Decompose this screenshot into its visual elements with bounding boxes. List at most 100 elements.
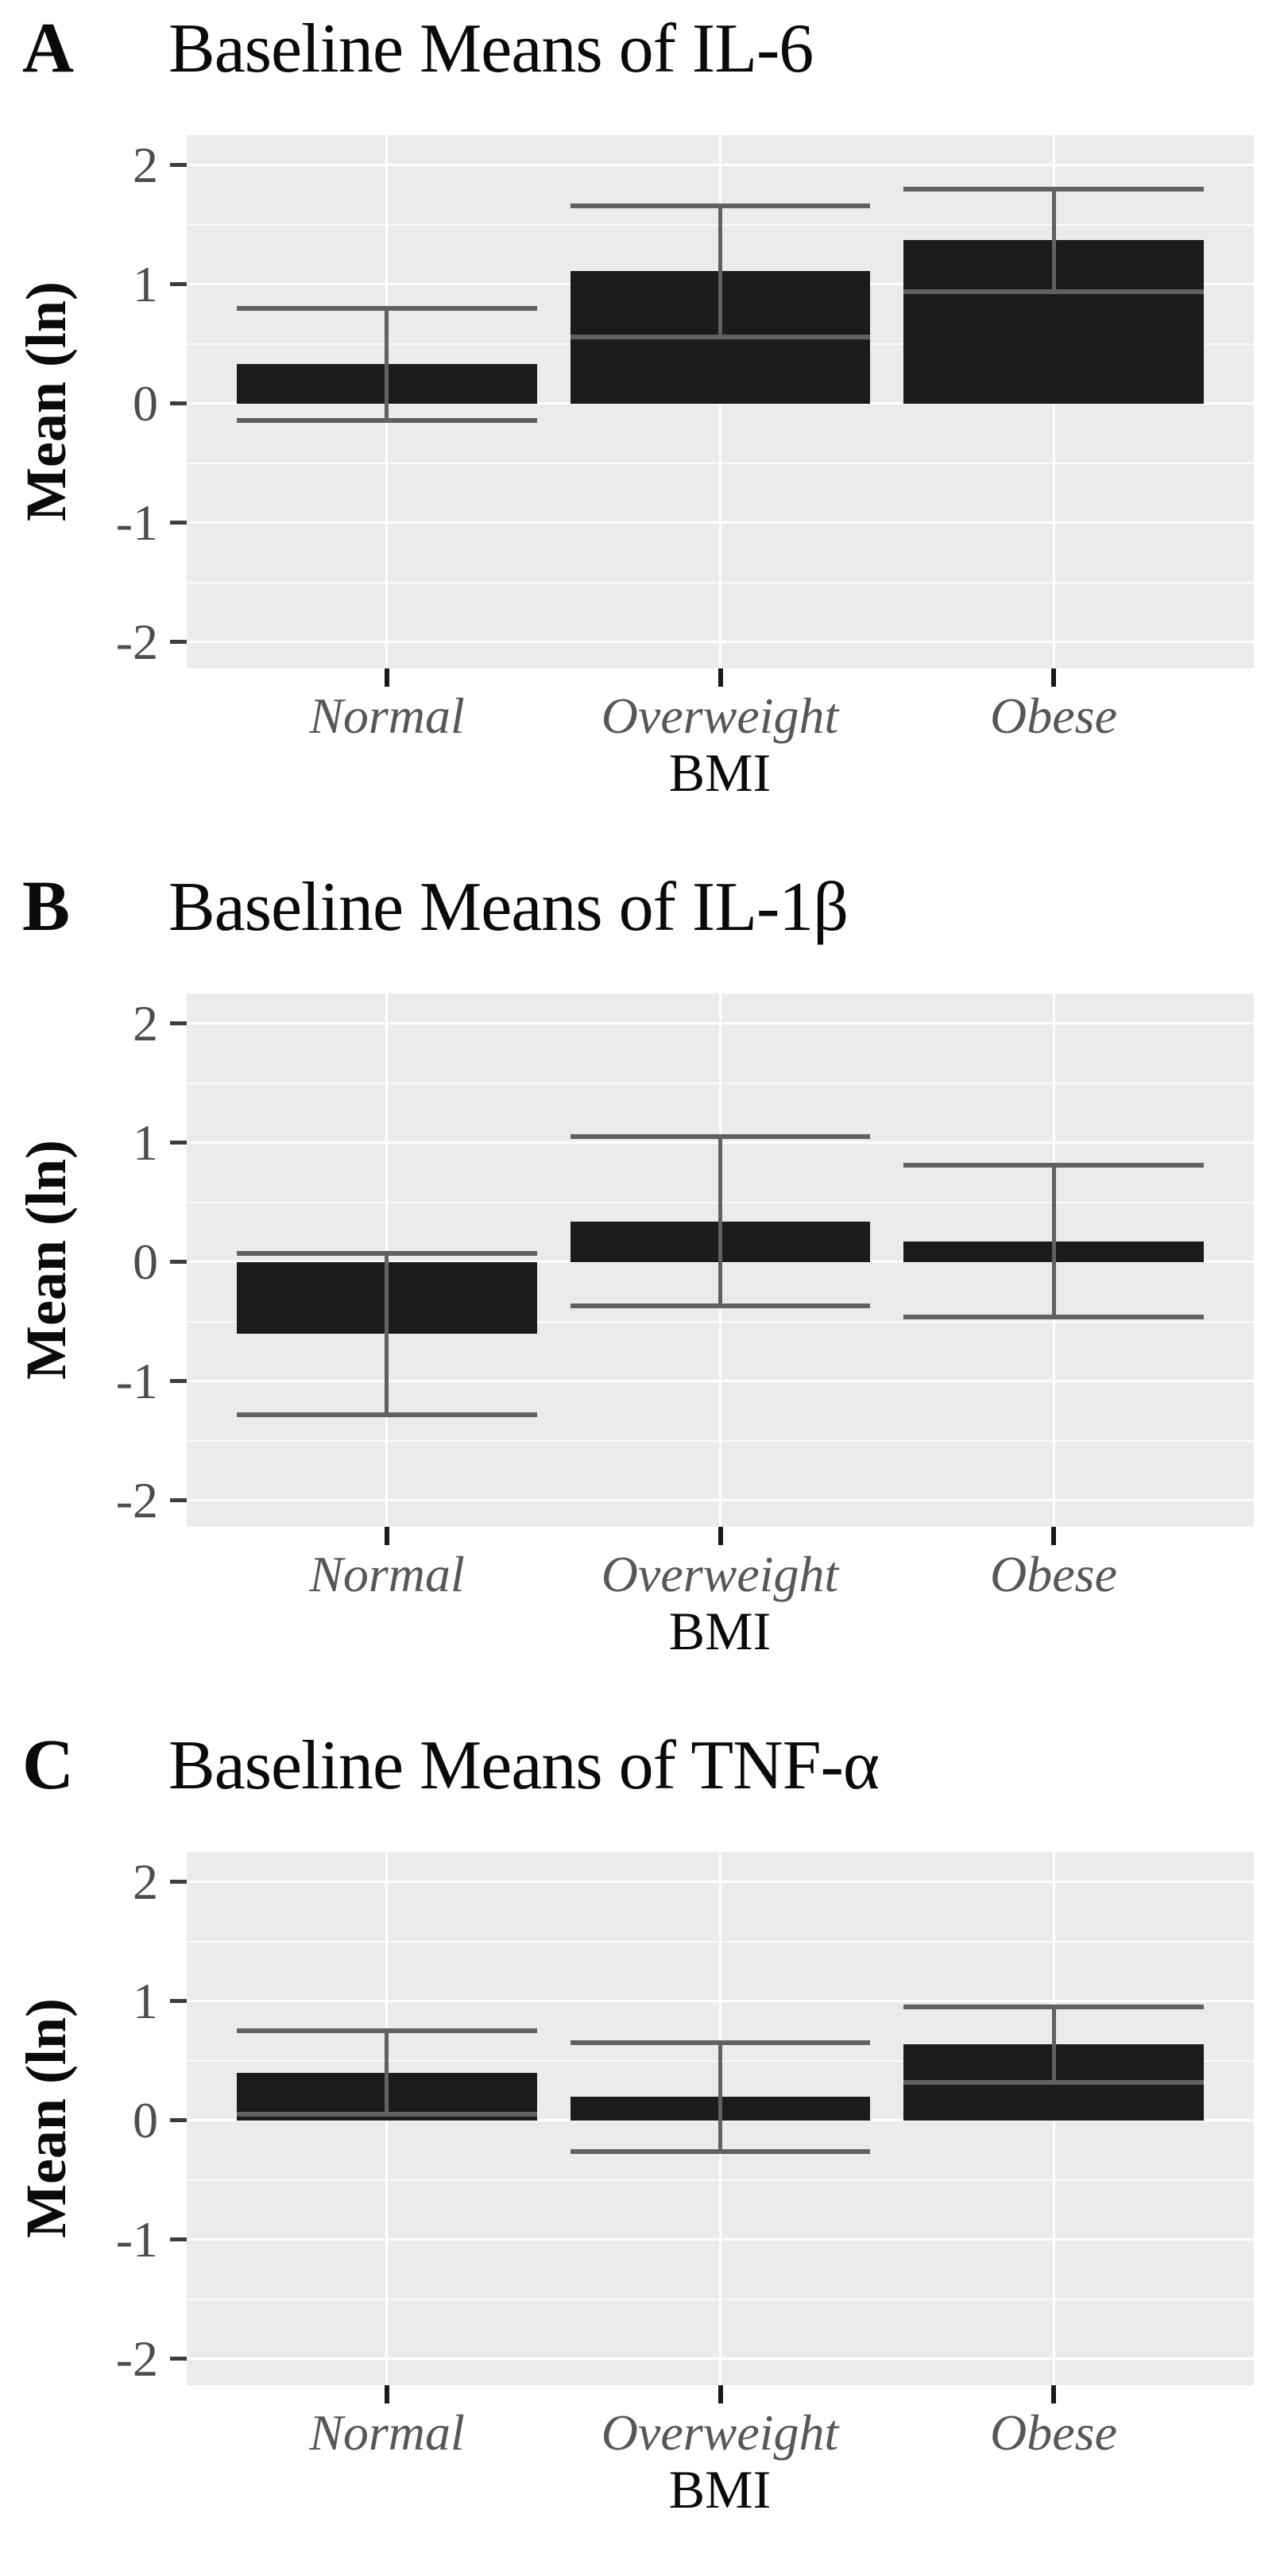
y-tick-label: 1 — [133, 1972, 158, 2029]
grid-major-line — [187, 641, 1254, 644]
x-category-label: Obese — [990, 2404, 1117, 2461]
error-bar-cap-bottom — [236, 2112, 537, 2117]
panel-title: Baseline Means of IL-6 — [168, 10, 814, 87]
y-tick-mark — [170, 2357, 187, 2361]
error-bar-line — [718, 2043, 722, 2152]
y-tick-mark — [170, 640, 187, 645]
y-tick-label: 2 — [133, 136, 158, 193]
grid-major-line — [187, 164, 1254, 167]
x-category-label: Normal — [309, 1546, 465, 1602]
x-tick-mark — [1051, 668, 1057, 687]
y-tick-label: -2 — [115, 613, 158, 670]
error-bar-cap-top — [903, 186, 1205, 192]
x-category-label: Normal — [309, 2404, 465, 2461]
y-tick-mark — [170, 1379, 187, 1384]
plot-area: 2 1 0 -1 -2 — [116, 994, 1254, 1545]
y-tick-label: -1 — [115, 2210, 158, 2268]
y-tick-label: -2 — [115, 2330, 158, 2387]
error-bar-cap-top — [236, 2028, 537, 2034]
grid-minor-line — [187, 1439, 1254, 1442]
y-tick-mark — [170, 1999, 187, 2004]
y-tick-mark — [170, 2118, 187, 2123]
error-bar-cap-bottom — [236, 1412, 537, 1417]
error-bar-line — [1051, 1165, 1056, 1317]
panel-letter: C — [22, 1726, 74, 1804]
error-bar-line — [718, 1137, 722, 1307]
x-tick-mark — [717, 2385, 723, 2404]
error-bar-cap-top — [903, 2005, 1205, 2010]
plot-area: 2 1 0 -1 -2 — [116, 1852, 1254, 2404]
error-bar-cap-bottom — [903, 289, 1205, 294]
y-tick-mark — [170, 1260, 187, 1265]
grid-minor-line — [187, 2298, 1254, 2300]
error-bar-line — [1051, 188, 1056, 292]
y-tick-label: 2 — [133, 1853, 158, 1910]
y-tick-mark — [170, 2237, 187, 2242]
y-tick-mark — [170, 1880, 187, 1885]
error-bar-line — [385, 308, 389, 420]
grid-major-line — [187, 2238, 1254, 2241]
y-tick-mark — [170, 521, 187, 525]
grid-major-line — [187, 1499, 1254, 1502]
grid-major-line — [187, 2000, 1254, 2003]
x-category-label: Normal — [309, 688, 465, 744]
plot-area: 2 1 0 -1 -2 — [116, 135, 1254, 687]
error-bar-cap-top — [903, 1163, 1205, 1168]
error-bar-line — [1051, 2007, 1056, 2082]
error-bar-cap-bottom — [570, 1303, 871, 1309]
y-tick-label: 0 — [133, 374, 158, 432]
x-tick-mark — [717, 668, 723, 687]
error-bar-cap-top — [570, 203, 871, 208]
grid-major-line — [187, 1380, 1254, 1383]
grid-major-line — [187, 2357, 1254, 2361]
grid-minor-line — [187, 1082, 1254, 1084]
x-category-label: Obese — [990, 1546, 1117, 1602]
x-axis-title: BMI — [668, 1601, 772, 1661]
error-bar-cap-bottom — [570, 334, 871, 339]
grid-minor-line — [187, 2179, 1254, 2181]
panel-title: Baseline Means of IL-1β — [168, 869, 849, 946]
x-tick-mark — [717, 1527, 723, 1545]
x-axis-title: BMI — [668, 2459, 772, 2520]
y-tick-label: 1 — [133, 255, 158, 312]
error-bar-cap-bottom — [903, 1314, 1205, 1319]
x-tick-mark — [384, 668, 389, 687]
error-bar-cap-bottom — [570, 2148, 871, 2154]
grid-major-line — [187, 1881, 1254, 1884]
y-tick-label: 2 — [133, 994, 158, 1052]
y-tick-label: 0 — [133, 2091, 158, 2148]
panel-a: A Baseline Means of IL-6 Mean (ln) 2 1 0 -1… — [0, 0, 1288, 858]
grid-major-line — [187, 521, 1254, 525]
error-bar-line — [718, 205, 722, 337]
y-tick-label: 0 — [133, 1233, 158, 1290]
y-tick-label: 1 — [133, 1114, 158, 1171]
error-bar-cap-bottom — [236, 417, 537, 423]
error-bar-cap-top — [236, 305, 537, 311]
y-tick-mark — [170, 401, 187, 406]
x-axis-title: BMI — [668, 742, 772, 803]
y-tick-label: -1 — [115, 1352, 158, 1409]
x-tick-mark — [1051, 1527, 1057, 1545]
grid-minor-line — [187, 462, 1254, 464]
y-tick-mark — [170, 1498, 187, 1503]
grid-major-line — [187, 402, 1254, 405]
error-bar-line — [385, 1253, 389, 1415]
error-bar-cap-top — [570, 2040, 871, 2046]
y-tick-mark — [170, 1141, 187, 1145]
x-category-label: Overweight — [601, 2404, 839, 2461]
x-tick-mark — [384, 1527, 389, 1545]
y-tick-mark — [170, 1021, 187, 1026]
grid-major-line — [187, 1022, 1254, 1025]
grid-minor-line — [187, 1320, 1254, 1323]
grid-minor-line — [187, 1940, 1254, 1943]
y-tick-mark — [170, 282, 187, 287]
panel-letter: B — [22, 867, 71, 946]
y-tick-label: -1 — [115, 494, 158, 551]
y-tick-label: -2 — [115, 1471, 158, 1528]
panel-title: Baseline Means of TNF-α — [168, 1727, 880, 1804]
grid-minor-line — [187, 581, 1254, 583]
error-bar-cap-top — [570, 1134, 871, 1140]
